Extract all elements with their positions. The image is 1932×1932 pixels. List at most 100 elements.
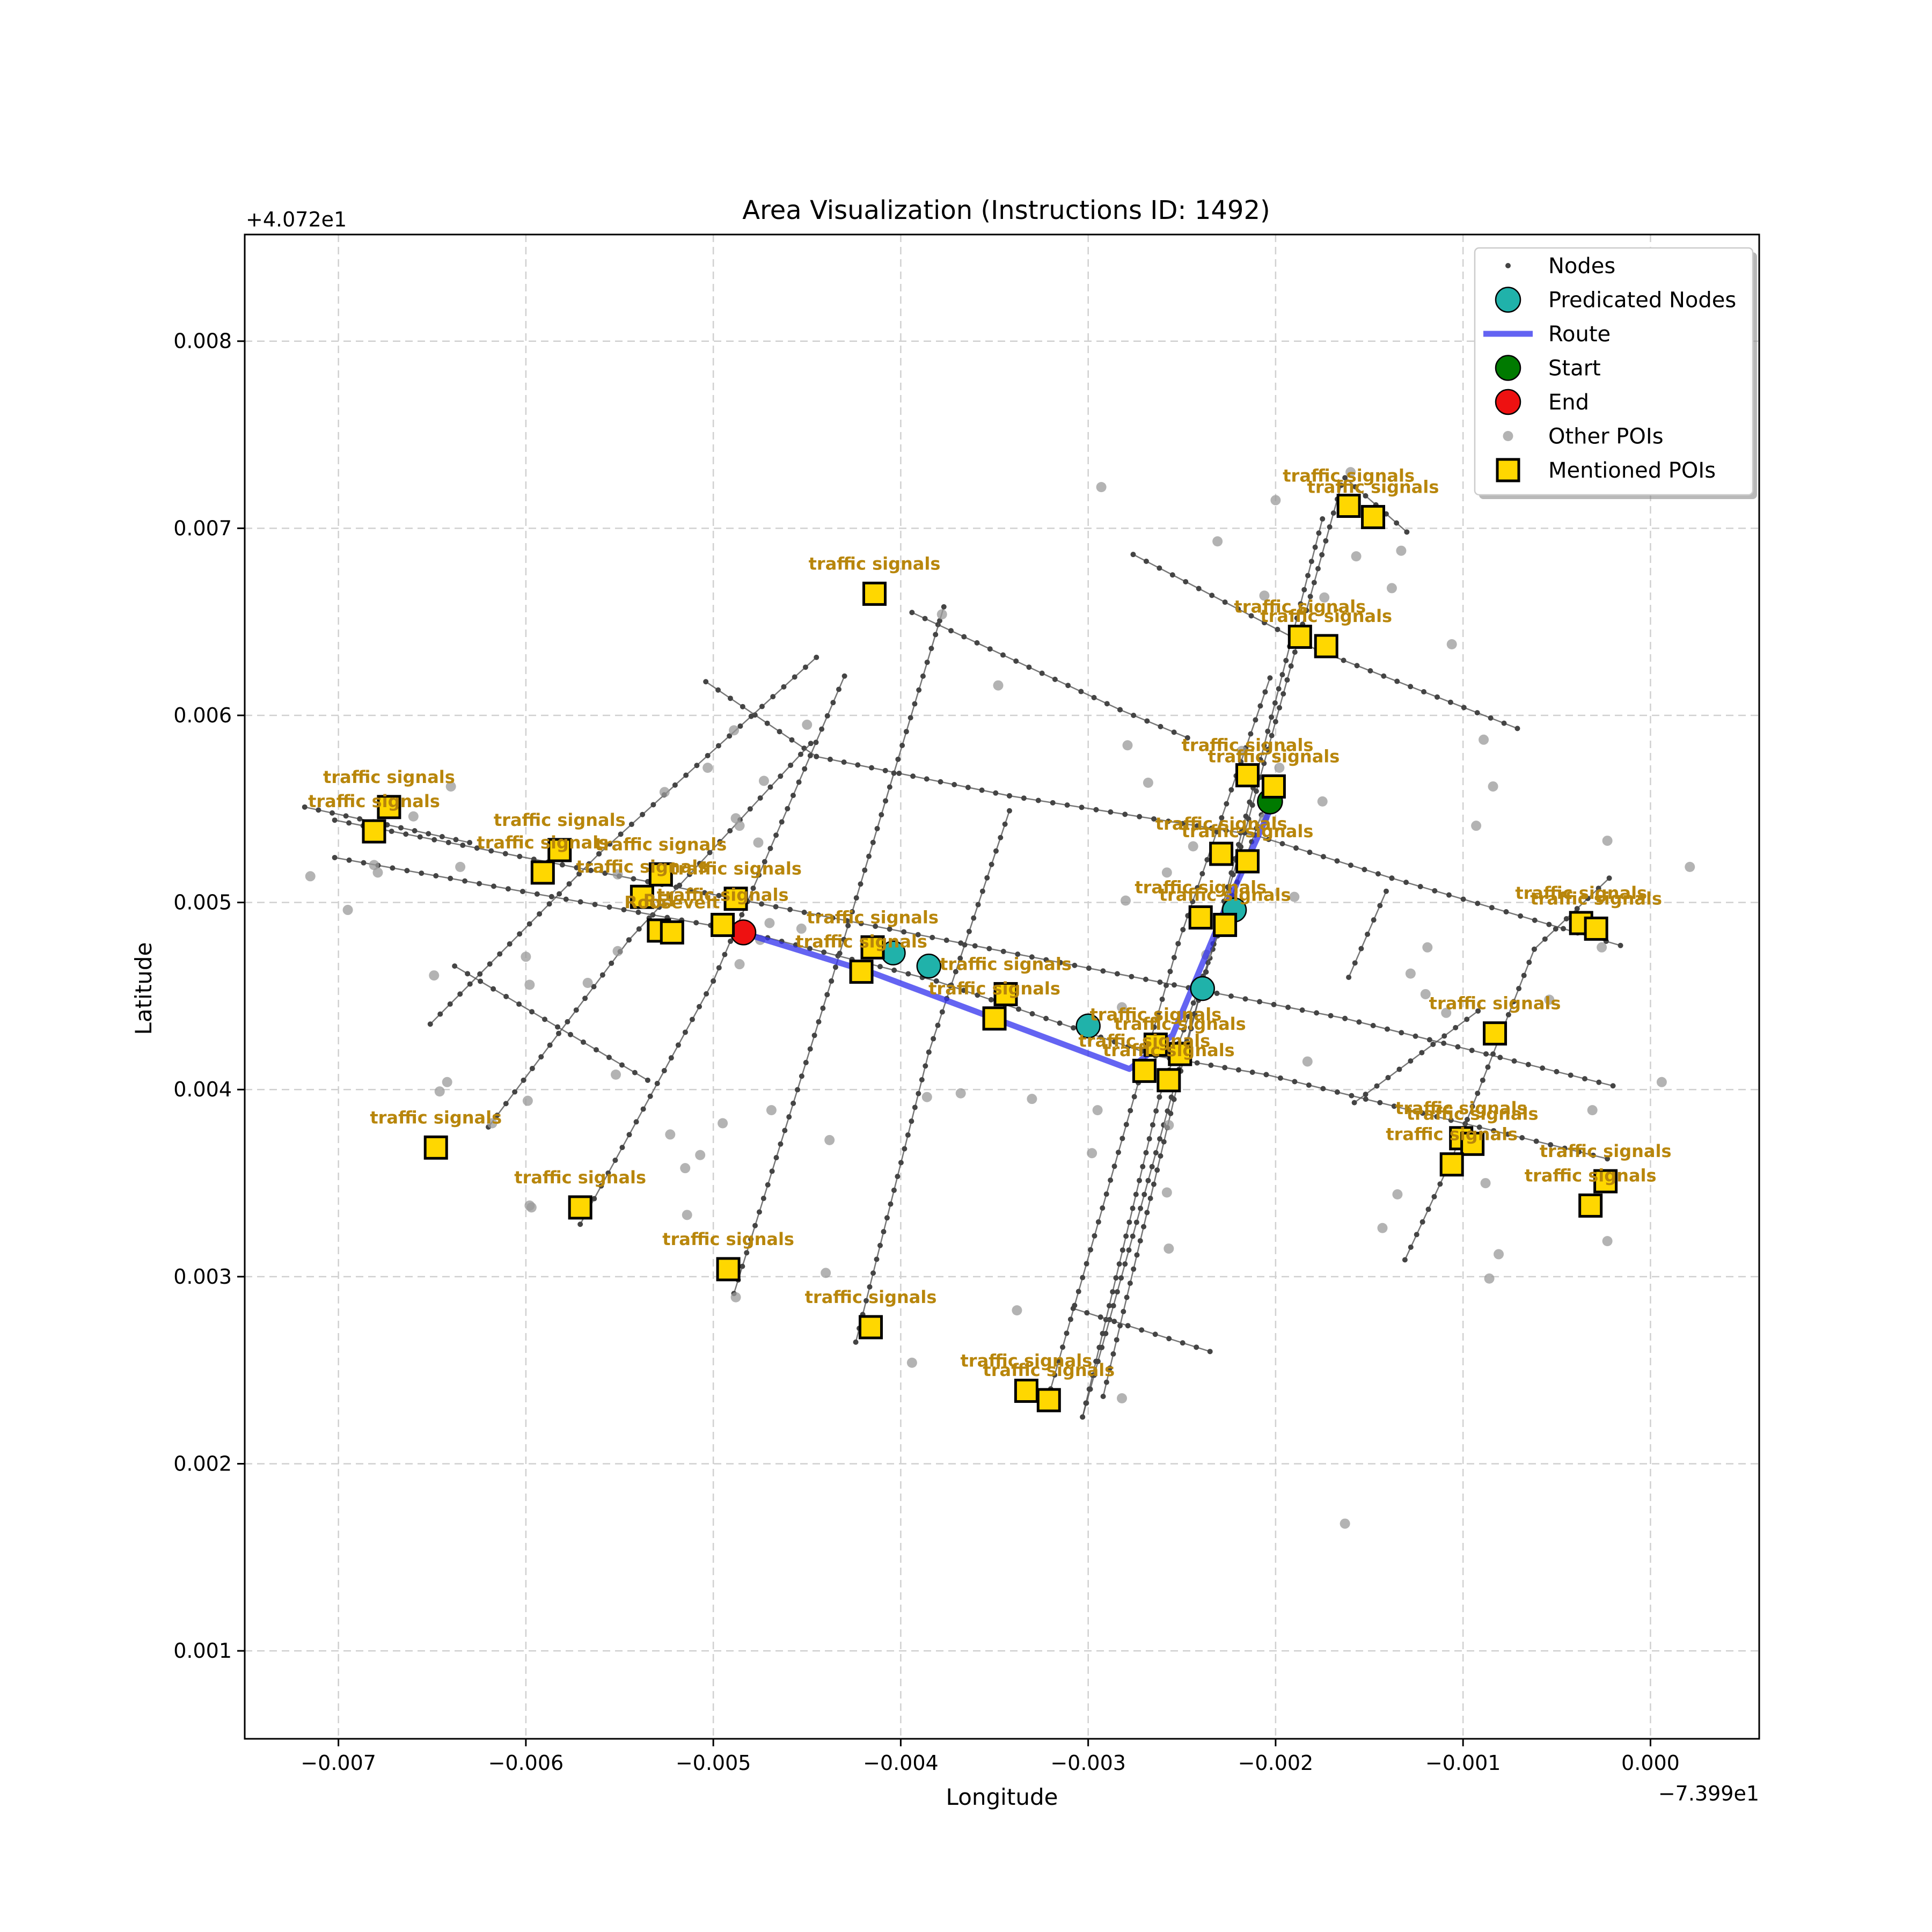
y-tick-label: 0.007	[173, 516, 232, 540]
node	[845, 923, 851, 928]
node	[1157, 1094, 1162, 1100]
node	[332, 854, 338, 860]
node	[1155, 1010, 1161, 1016]
node	[1377, 903, 1383, 909]
other-poi	[1012, 1305, 1022, 1316]
poi-label: traffic signals	[1079, 1030, 1211, 1051]
mentioned-poi	[1157, 1068, 1181, 1093]
node	[1154, 1167, 1160, 1173]
node	[821, 949, 827, 955]
other-poi	[524, 979, 535, 990]
other-poi	[445, 781, 456, 792]
other-poi	[802, 719, 813, 730]
node	[1123, 1233, 1129, 1239]
node	[862, 867, 868, 873]
node	[1316, 530, 1322, 536]
node	[1100, 1394, 1106, 1400]
node	[677, 882, 683, 888]
other-poi	[372, 867, 383, 878]
node	[756, 872, 762, 878]
node	[1430, 1041, 1436, 1047]
node	[1546, 921, 1552, 927]
node	[1323, 538, 1329, 544]
poi-label: traffic signals	[1540, 1141, 1672, 1161]
node	[1029, 1011, 1035, 1017]
node	[769, 1168, 775, 1174]
other-poi	[680, 1163, 691, 1174]
node	[426, 831, 431, 837]
node	[574, 865, 580, 870]
node	[941, 604, 947, 610]
node	[1441, 1033, 1447, 1039]
node	[773, 1155, 779, 1161]
node	[716, 965, 722, 971]
node	[1352, 960, 1358, 966]
node	[580, 1039, 586, 1045]
node	[895, 756, 901, 762]
node	[791, 1100, 796, 1106]
node	[1013, 658, 1019, 664]
node	[1480, 1077, 1485, 1083]
other-poi	[718, 1118, 728, 1129]
node	[487, 961, 493, 967]
node	[759, 704, 765, 709]
node	[1469, 1103, 1475, 1109]
node	[773, 904, 779, 910]
y-tick-label: 0.005	[173, 891, 232, 914]
node	[739, 912, 745, 918]
poi-labels: traffic signals traffic signals traffic si…	[308, 466, 1671, 1380]
poi-label: traffic signals	[1155, 814, 1287, 834]
node	[740, 704, 745, 709]
other-poi	[1494, 1249, 1504, 1260]
node	[591, 984, 597, 990]
node	[881, 1229, 887, 1235]
node	[346, 820, 352, 826]
node	[827, 756, 833, 762]
node	[703, 679, 709, 685]
node	[1131, 1266, 1137, 1272]
mentioned-poi	[1287, 625, 1312, 649]
node	[675, 1042, 681, 1048]
other-poi	[612, 869, 623, 880]
node	[1214, 990, 1220, 996]
node	[419, 870, 425, 876]
poi-label: traffic signals	[795, 932, 927, 952]
node	[877, 964, 883, 970]
node	[867, 1284, 873, 1290]
poi-label: Roosevelt	[624, 892, 720, 912]
node	[837, 950, 843, 956]
node	[555, 1024, 561, 1030]
node	[901, 929, 907, 935]
node	[526, 921, 532, 927]
node	[1235, 1067, 1241, 1073]
node	[1503, 909, 1509, 915]
node	[534, 891, 540, 897]
node	[605, 1170, 611, 1176]
node	[895, 1174, 901, 1180]
node	[1284, 677, 1290, 683]
node	[1371, 917, 1377, 923]
node	[503, 993, 509, 999]
poi-label: traffic signals	[940, 954, 1072, 974]
node	[788, 762, 794, 768]
node	[1253, 717, 1258, 723]
node	[693, 920, 699, 926]
mentioned-poi	[993, 982, 1018, 1006]
node	[1171, 955, 1177, 961]
node	[628, 822, 634, 828]
node	[1095, 1358, 1101, 1364]
node	[727, 733, 733, 739]
node	[1093, 807, 1099, 813]
node	[1191, 1011, 1197, 1016]
node	[1222, 1065, 1228, 1071]
node	[767, 784, 773, 790]
node	[903, 729, 909, 735]
node	[1223, 828, 1229, 833]
node	[1052, 676, 1058, 682]
node	[478, 978, 484, 984]
node	[1272, 719, 1278, 724]
legend-label: End	[1548, 390, 1589, 415]
node	[716, 892, 722, 898]
node	[1095, 1219, 1101, 1225]
node	[908, 715, 913, 721]
